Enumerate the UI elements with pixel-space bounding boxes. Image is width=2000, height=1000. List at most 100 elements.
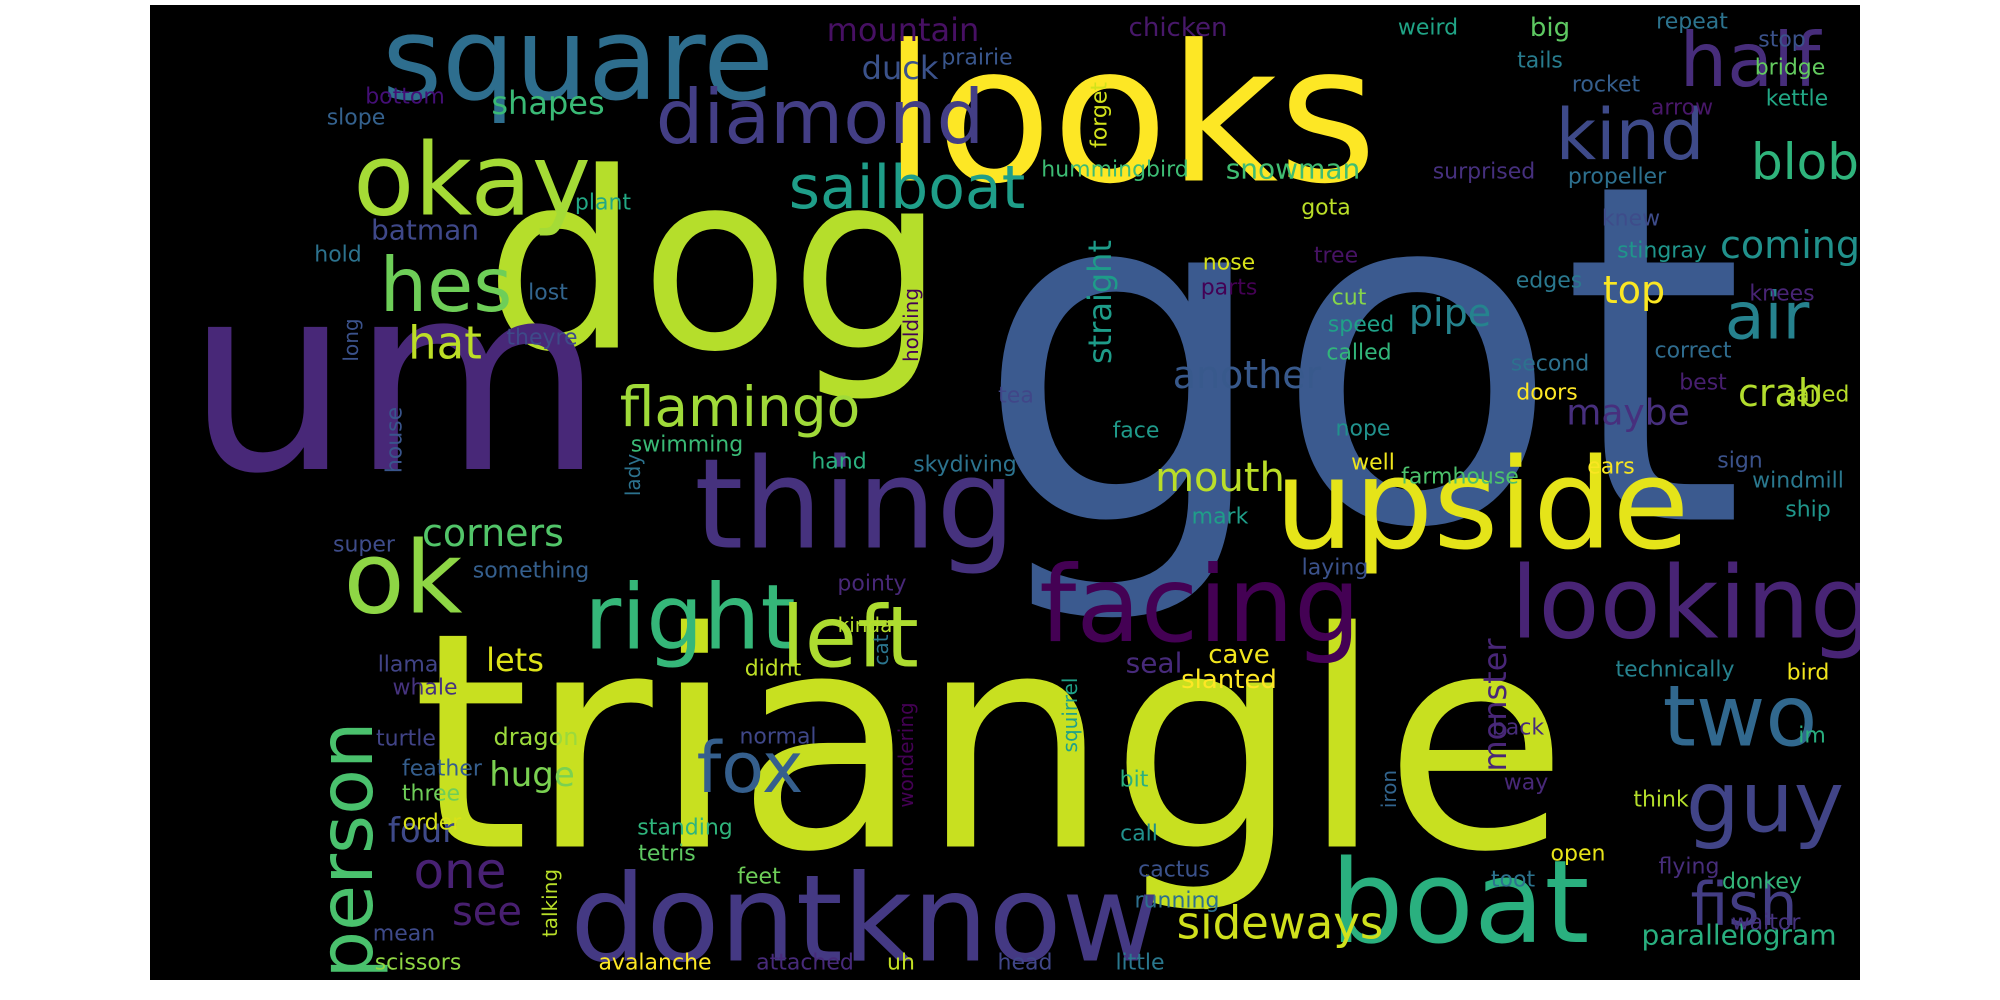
word-nope: nope	[1336, 417, 1391, 442]
word-stingray: stingray	[1617, 239, 1707, 264]
word-bit: bit	[1120, 768, 1149, 793]
word-mean: mean	[373, 922, 435, 947]
word-thing: thing	[694, 433, 1016, 578]
word-whale: whale	[392, 676, 457, 701]
word-back: back	[1492, 716, 1545, 741]
word-three: three	[402, 782, 460, 807]
word-shapes: shapes	[491, 84, 604, 122]
word-top: top	[1603, 268, 1665, 312]
word-little: little	[1115, 951, 1164, 976]
word-wondering: wondering	[894, 702, 918, 807]
word-correct: correct	[1654, 339, 1731, 364]
word-left: left	[781, 589, 919, 688]
word-person: person	[302, 721, 390, 978]
word-swimming: swimming	[631, 433, 743, 458]
word-slope: slope	[327, 106, 386, 131]
word-tetris: tetris	[638, 842, 695, 867]
word-big: big	[1530, 13, 1570, 43]
word-hummingbird: hummingbird	[1041, 158, 1188, 183]
word-tree: tree	[1314, 244, 1358, 269]
word-waitor: waitor	[1732, 911, 1802, 936]
word-kinda: kinda	[838, 613, 893, 637]
word-slanted: slanted	[1181, 665, 1277, 695]
word-talking: talking	[538, 869, 562, 937]
word-dontknow: dontknow	[570, 851, 1160, 981]
word-avalanche: avalanche	[598, 951, 711, 976]
word-fox: fox	[697, 727, 804, 809]
word-four: four	[388, 811, 456, 851]
word-blob: blob	[1751, 133, 1859, 191]
word-long: long	[339, 318, 363, 361]
word-knees: knees	[1749, 282, 1814, 307]
word-mountain: mountain	[827, 11, 980, 49]
word-propeller: propeller	[1568, 165, 1667, 190]
word-repeat: repeat	[1656, 10, 1728, 35]
word-mark: mark	[1192, 505, 1249, 530]
word-half: half	[1680, 16, 1822, 104]
word-square: square	[382, 5, 774, 127]
word-snowman: snowman	[1226, 153, 1361, 186]
word-parallelogram: parallelogram	[1641, 919, 1836, 952]
word-one: one	[413, 842, 506, 900]
word-cut: cut	[1332, 286, 1367, 311]
word-doors: doors	[1516, 381, 1577, 406]
word-huge: huge	[489, 755, 575, 795]
word-rocket: rocket	[1572, 73, 1641, 98]
word-head: head	[998, 951, 1053, 976]
word-upside: upside	[1275, 433, 1690, 578]
word-fish: fish	[1690, 870, 1797, 940]
word-duck: duck	[862, 49, 939, 87]
word-turtle: turtle	[376, 727, 436, 752]
word-llama: llama	[378, 653, 439, 678]
word-sideways: sideways	[1177, 897, 1384, 950]
word-cloud: got triangle dog um looks upside thing square do…	[150, 5, 1860, 980]
word-pipe: pipe	[1409, 291, 1491, 335]
word-surprised: surprised	[1433, 160, 1536, 185]
word-ship: ship	[1785, 498, 1830, 523]
word-air: air	[1725, 280, 1810, 355]
word-second: second	[1511, 352, 1589, 377]
word-cactus: cactus	[1138, 858, 1210, 883]
word-squirrel: squirrel	[1058, 678, 1082, 753]
word-bird: bird	[1787, 661, 1830, 686]
word-super: super	[333, 533, 396, 558]
word-crab: crab	[1738, 371, 1822, 415]
word-corners: corners	[422, 511, 564, 555]
word-seal: seal	[1126, 647, 1183, 680]
word-prairie: prairie	[941, 46, 1012, 71]
word-best: best	[1679, 371, 1727, 396]
word-right: right	[584, 566, 795, 671]
word-boat: boat	[1331, 836, 1590, 970]
word-attached: attached	[756, 951, 854, 976]
word-sign: sign	[1717, 449, 1762, 474]
word-tea: tea	[998, 384, 1034, 409]
word-think: think	[1633, 788, 1689, 813]
word-looks: looks	[883, 5, 1377, 226]
word-feet: feet	[737, 865, 781, 890]
word-call: call	[1120, 822, 1158, 847]
word-theyre: theyre	[506, 326, 577, 351]
word-chicken: chicken	[1129, 13, 1228, 43]
word-face: face	[1113, 419, 1160, 444]
word-facing: facing	[1039, 544, 1360, 666]
word-im: im	[1798, 724, 1826, 749]
word-mouth: mouth	[1155, 455, 1285, 501]
word-cat: cat	[869, 634, 893, 665]
word-skydiving: skydiving	[913, 453, 1017, 478]
word-didnt: didnt	[745, 657, 802, 682]
word-house: house	[383, 407, 408, 473]
word-monster: monster	[1476, 638, 1514, 772]
word-lady: lady	[621, 454, 645, 497]
word-parts: parts	[1201, 276, 1258, 301]
word-plant: plant	[575, 191, 632, 216]
word-straight: straight	[1081, 240, 1119, 364]
word-hes: hes	[380, 241, 513, 329]
word-open: open	[1551, 842, 1606, 867]
word-gota: gota	[1301, 196, 1351, 221]
word-knew: knew	[1602, 207, 1660, 232]
word-bottom: bottom	[365, 85, 445, 110]
word-dog: dog	[485, 121, 946, 406]
word-cave: cave	[1208, 640, 1270, 670]
word-arrow: arrow	[1651, 96, 1713, 121]
